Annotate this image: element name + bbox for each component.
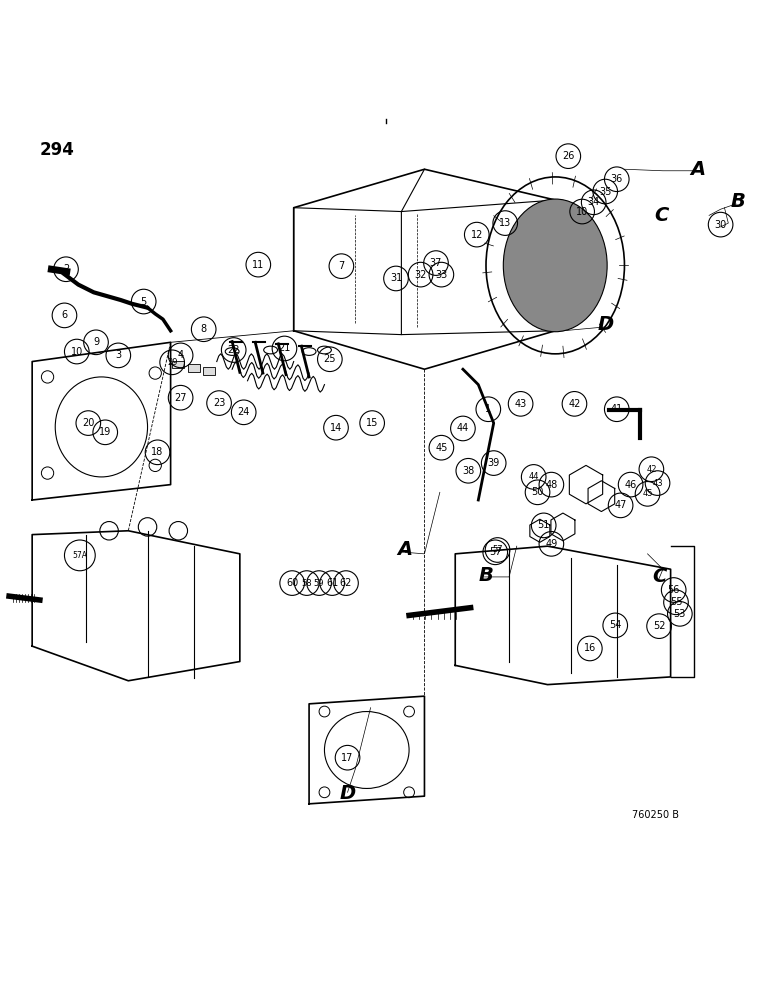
Text: 31: 31 <box>390 273 402 283</box>
Text: 7: 7 <box>338 261 344 271</box>
Text: 43: 43 <box>652 479 663 488</box>
Text: 16: 16 <box>584 643 596 653</box>
Text: 30: 30 <box>715 220 726 230</box>
Text: B: B <box>731 192 746 211</box>
Text: 35: 35 <box>599 187 611 197</box>
Text: C: C <box>654 206 669 225</box>
Text: 34: 34 <box>587 197 600 207</box>
Text: 11: 11 <box>252 260 265 270</box>
Text: 50: 50 <box>531 487 543 497</box>
Text: 44: 44 <box>529 472 539 481</box>
Text: 12: 12 <box>471 230 483 240</box>
Text: D: D <box>597 315 613 334</box>
Text: 52: 52 <box>653 621 665 631</box>
Text: 27: 27 <box>174 393 187 403</box>
Text: 48: 48 <box>545 480 557 490</box>
Text: 25: 25 <box>323 354 336 364</box>
Text: 55: 55 <box>670 597 682 607</box>
Text: 41: 41 <box>611 404 623 414</box>
Text: 1: 1 <box>486 404 491 414</box>
Text: 54: 54 <box>609 620 621 630</box>
Text: 22: 22 <box>228 345 240 355</box>
Text: 45: 45 <box>435 443 448 453</box>
Text: 14: 14 <box>330 423 342 433</box>
Text: 29: 29 <box>167 358 178 367</box>
Text: 51: 51 <box>537 520 550 530</box>
Text: A: A <box>398 540 413 559</box>
Text: 10: 10 <box>576 207 588 217</box>
Text: 36: 36 <box>611 174 623 184</box>
Text: 58: 58 <box>301 579 312 588</box>
Text: 61: 61 <box>326 578 338 588</box>
Text: 4: 4 <box>178 350 184 360</box>
Text: 57A: 57A <box>73 551 87 560</box>
Text: 20: 20 <box>82 418 94 428</box>
Text: 60: 60 <box>286 578 298 588</box>
Text: 10: 10 <box>71 347 83 357</box>
Text: 53: 53 <box>674 609 686 619</box>
Text: 42: 42 <box>568 399 581 409</box>
Text: 21: 21 <box>278 343 290 353</box>
Text: 294: 294 <box>40 141 75 159</box>
Text: 33: 33 <box>435 270 448 280</box>
Text: 62: 62 <box>340 578 352 588</box>
Bar <box>172 361 185 368</box>
Text: 47: 47 <box>615 500 627 510</box>
Text: 42: 42 <box>646 465 657 474</box>
Text: 38: 38 <box>462 466 475 476</box>
Text: 26: 26 <box>562 151 574 161</box>
Text: 39: 39 <box>488 458 499 468</box>
Text: 45: 45 <box>642 489 653 498</box>
Bar <box>203 367 215 375</box>
Text: 2: 2 <box>63 264 69 274</box>
Text: 9: 9 <box>93 337 99 347</box>
Ellipse shape <box>503 199 607 332</box>
Text: 56: 56 <box>668 585 680 595</box>
Text: 57: 57 <box>489 547 502 557</box>
Text: 3: 3 <box>115 350 121 360</box>
Text: 8: 8 <box>201 324 207 334</box>
Bar <box>188 364 200 372</box>
Text: 13: 13 <box>499 218 511 228</box>
Text: 32: 32 <box>415 270 427 280</box>
Text: 760250 B: 760250 B <box>632 810 679 820</box>
Text: 15: 15 <box>366 418 378 428</box>
Text: D: D <box>340 784 356 803</box>
Text: 6: 6 <box>62 310 67 320</box>
Text: 59: 59 <box>314 579 324 588</box>
Text: 44: 44 <box>457 423 469 433</box>
Text: C: C <box>652 567 666 586</box>
Text: 19: 19 <box>99 427 111 437</box>
Text: 24: 24 <box>238 407 250 417</box>
Text: 23: 23 <box>213 398 225 408</box>
Text: 5: 5 <box>141 297 147 307</box>
Text: 49: 49 <box>545 539 557 549</box>
Text: B: B <box>479 566 493 585</box>
Text: 46: 46 <box>625 480 637 490</box>
Text: A: A <box>690 160 705 179</box>
Text: 18: 18 <box>151 447 164 457</box>
Text: 57: 57 <box>493 545 503 554</box>
Text: 37: 37 <box>430 258 442 268</box>
Text: 17: 17 <box>341 753 354 763</box>
Text: 43: 43 <box>514 399 527 409</box>
